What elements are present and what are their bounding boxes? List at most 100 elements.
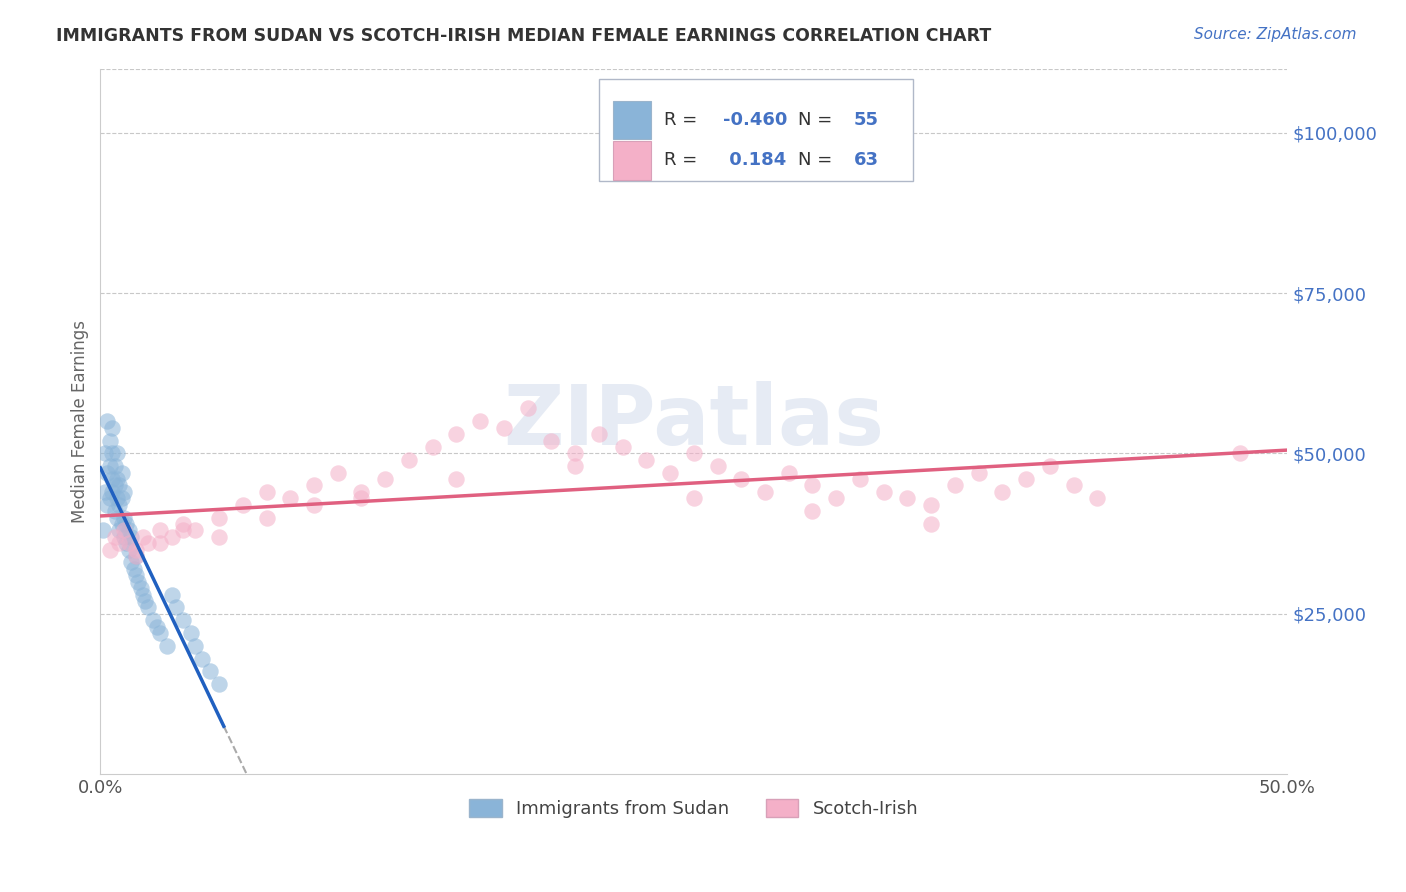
Point [115,536,138,550]
Point [849,472,872,486]
Point [120,556,142,570]
Point [446,472,468,486]
Point [302,478,325,492]
Point [191,651,214,665]
Point [422,440,444,454]
Point [101,446,124,460]
Point [98,542,121,557]
Point [208,510,231,524]
Point [172,613,194,627]
Point [134,594,156,608]
Point [104,504,127,518]
Point [184,639,207,653]
Point [118,536,141,550]
Point [142,613,165,627]
Point [96,414,118,428]
Point [160,587,183,601]
Point [801,478,824,492]
Point [198,665,221,679]
Point [540,434,562,448]
Point [112,510,135,524]
Text: R =: R = [664,152,703,169]
Point [125,549,148,563]
Point [108,536,131,550]
Y-axis label: Median Female Earnings: Median Female Earnings [72,320,89,523]
Point [96,498,118,512]
Point [112,484,135,499]
Point [160,530,183,544]
Point [112,524,135,538]
Point [682,446,704,460]
Point [98,491,121,506]
Point [1085,491,1108,506]
Point [96,466,118,480]
Point [111,516,134,531]
Point [825,491,848,506]
Point [165,600,187,615]
Point [446,427,468,442]
Point [172,524,194,538]
Point [118,524,141,538]
Point [920,498,942,512]
Text: IMMIGRANTS FROM SUDAN VS SCOTCH-IRISH MEDIAN FEMALE EARNINGS CORRELATION CHART: IMMIGRANTS FROM SUDAN VS SCOTCH-IRISH ME… [56,27,991,45]
Point [101,484,124,499]
Point [682,491,704,506]
Text: N =: N = [799,111,838,129]
Point [101,421,124,435]
Point [111,491,134,506]
Point [943,478,966,492]
Point [108,478,131,492]
Point [111,466,134,480]
Point [104,478,127,492]
Point [612,440,634,454]
Point [132,530,155,544]
Point [125,542,148,557]
Point [91,524,114,538]
Text: 0.184: 0.184 [724,152,787,169]
Point [98,459,121,474]
Point [98,434,121,448]
Point [136,536,159,550]
Point [94,446,117,460]
Point [967,466,990,480]
Point [350,491,373,506]
Point [754,484,776,499]
Point [778,466,800,480]
Point [350,484,373,499]
Point [105,491,128,506]
Text: R =: R = [664,111,703,129]
Point [991,484,1014,499]
FancyBboxPatch shape [613,141,651,179]
Point [122,562,145,576]
Point [127,574,149,589]
Point [564,459,586,474]
Point [516,401,538,416]
Point [920,516,942,531]
Point [1229,446,1251,460]
Point [105,510,128,524]
Point [149,536,172,550]
Point [873,484,896,499]
Point [149,524,172,538]
Point [564,446,586,460]
Text: Source: ZipAtlas.com: Source: ZipAtlas.com [1194,27,1357,42]
Point [105,446,128,460]
Point [256,510,278,524]
Text: ZIPatlas: ZIPatlas [503,381,884,462]
Point [232,498,254,512]
Point [129,581,152,595]
Point [184,524,207,538]
Point [156,639,179,653]
Point [94,484,117,499]
Point [1063,478,1085,492]
Point [180,626,202,640]
Point [105,472,128,486]
Point [896,491,918,506]
FancyBboxPatch shape [613,101,651,139]
Point [208,677,231,691]
Text: -0.460: -0.460 [724,111,787,129]
Point [108,524,131,538]
Point [659,466,682,480]
Point [730,472,752,486]
Point [118,542,141,557]
